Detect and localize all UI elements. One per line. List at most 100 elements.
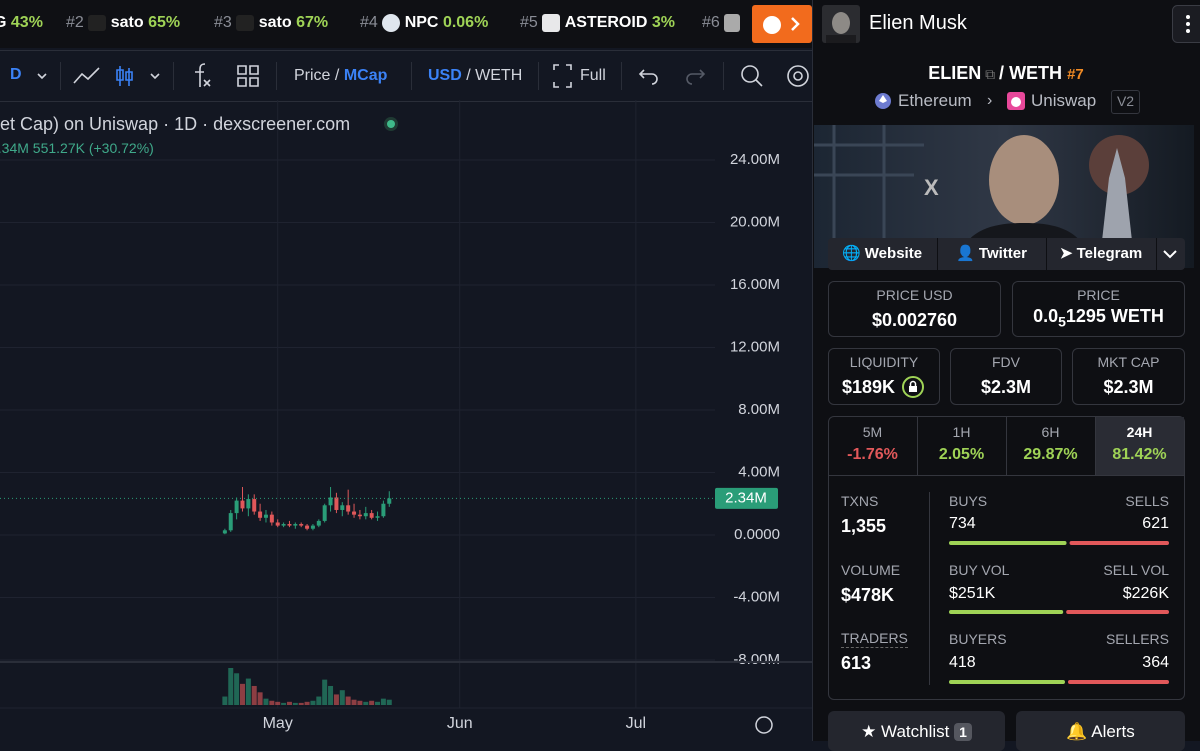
ticker-name[interactable]: G 43%: [0, 13, 43, 33]
candle-body: [287, 524, 291, 526]
tab-change: 2.05%: [917, 445, 1006, 465]
ticker-item[interactable]: #4 NPC 0.06%: [360, 13, 488, 33]
trending-button[interactable]: [752, 5, 812, 43]
divider: [829, 475, 1184, 476]
tab-change: 29.87%: [1006, 445, 1095, 465]
volume-bar: [387, 700, 392, 705]
x-tick-label: May: [263, 715, 293, 732]
candle-body: [329, 497, 333, 505]
ticker-name: NPC: [405, 14, 439, 31]
ticker-rank: #3: [214, 14, 232, 31]
ticker-change: 3%: [652, 14, 675, 31]
y-tick-label: 16.00M: [730, 276, 780, 293]
settings-icon: [756, 717, 772, 733]
alerts-content: 🔔 Alerts: [1016, 722, 1185, 742]
stat-label: LIQUIDITY: [828, 352, 940, 372]
x-tick-label: Jun: [447, 715, 473, 732]
chart-title: et Cap) on Uniswap · 1D · dexscreener.co…: [0, 114, 350, 134]
uniswap-icon: [1007, 92, 1025, 110]
volume-bar: [352, 700, 357, 705]
indicator-icon[interactable]: [195, 64, 210, 87]
candle-body: [381, 504, 385, 516]
timeframe-tab[interactable]: 1H 2.05%: [917, 422, 1006, 465]
ethereum-icon: [874, 92, 892, 110]
volume-bar: [334, 694, 339, 705]
tab-label: 6H: [1006, 422, 1095, 442]
base-symbol: ELIEN: [928, 63, 981, 83]
y-tick-label: -4.00M: [733, 588, 780, 605]
pair-title: ELIEN ⧉ / WETH #7: [812, 63, 1200, 85]
timeframe-tab[interactable]: 6H 29.87%: [1006, 422, 1095, 465]
more-links[interactable]: [1162, 246, 1178, 262]
ticker-item[interactable]: #3 sato 67%: [214, 13, 328, 33]
link-button[interactable]: 🌐 Website: [828, 244, 936, 264]
tab-label: 1H: [917, 422, 1006, 442]
candle-body: [323, 505, 327, 521]
tab-change: 81.42%: [1095, 445, 1184, 465]
candle-icon[interactable]: [117, 66, 132, 86]
candle-body: [370, 513, 374, 518]
candle-body: [346, 505, 350, 511]
stat-label: FDV: [950, 352, 1062, 372]
full-button[interactable]: Full: [580, 66, 606, 86]
ticker-name: sato: [259, 14, 292, 31]
watchlist-content: ★ Watchlist 1: [828, 722, 1005, 742]
layout-icon[interactable]: [238, 66, 258, 86]
timeframe-tab[interactable]: 5M-1.76%: [828, 422, 917, 465]
link-label: Twitter: [979, 245, 1027, 262]
menu-button[interactable]: [1172, 5, 1200, 43]
stat-label: TXNS: [841, 491, 878, 511]
price-toggle[interactable]: Price / MCap: [294, 66, 387, 86]
link-button[interactable]: 👤 Twitter: [938, 244, 1045, 264]
stat-value: 621: [949, 514, 1169, 534]
y-tick-label: 20.00M: [730, 213, 780, 230]
ticker-item[interactable]: #6: [702, 13, 740, 33]
quote-symbol: WETH: [1009, 63, 1062, 83]
volume-bar: [299, 703, 304, 705]
y-tick-label: 12.00M: [730, 338, 780, 355]
svg-text:X: X: [924, 175, 939, 200]
stat-value: 613: [841, 653, 871, 673]
price-zeros: 5: [1058, 314, 1066, 330]
stat-value: 0.051295 WETH: [1012, 306, 1185, 332]
fullscreen-icon[interactable]: [554, 65, 571, 87]
line-chart-icon[interactable]: [74, 68, 99, 83]
ticker-rank: #4: [360, 14, 378, 31]
stat-value: $2.3M: [1072, 377, 1185, 397]
buy-bar: [949, 541, 1067, 545]
search-icon[interactable]: [742, 66, 758, 82]
volume-bar: [375, 702, 380, 705]
candle-body: [334, 497, 338, 509]
candle-body: [358, 515, 362, 517]
tab-label: 5M: [828, 422, 917, 442]
stat-label: VOLUME: [841, 560, 900, 580]
ratio-bars: [949, 536, 1169, 686]
volume-bar: [357, 701, 362, 705]
settings-icon[interactable]: [788, 66, 808, 86]
dex-name[interactable]: Uniswap: [1031, 91, 1096, 111]
volume-bar: [275, 702, 280, 705]
status-dot: [383, 116, 399, 132]
ticker-name: G: [0, 14, 6, 31]
candle-body: [282, 524, 286, 526]
stat-label: PRICE USD: [828, 285, 1001, 305]
undo-icon[interactable]: [640, 70, 657, 84]
redo-icon[interactable]: [687, 70, 704, 84]
button-label: Watchlist: [881, 722, 949, 741]
chain-name[interactable]: Ethereum: [898, 91, 972, 111]
usd-label: USD: [428, 67, 462, 84]
link-button[interactable]: ➤ Telegram: [1047, 244, 1155, 264]
candle-body: [376, 516, 380, 518]
ticker-rank: #2: [66, 14, 84, 31]
candle-body: [276, 522, 280, 525]
volume-bar: [340, 690, 345, 705]
ticker-change: 67%: [296, 14, 328, 31]
version-badge: V2: [1111, 90, 1140, 114]
currency-toggle[interactable]: USD / WETH: [428, 66, 522, 86]
volume-bar: [263, 699, 268, 705]
candle-body: [223, 530, 227, 533]
ticker-item[interactable]: #5 ASTEROID 3%: [520, 13, 675, 33]
ticker-item[interactable]: #2 sato 65%: [66, 13, 180, 33]
